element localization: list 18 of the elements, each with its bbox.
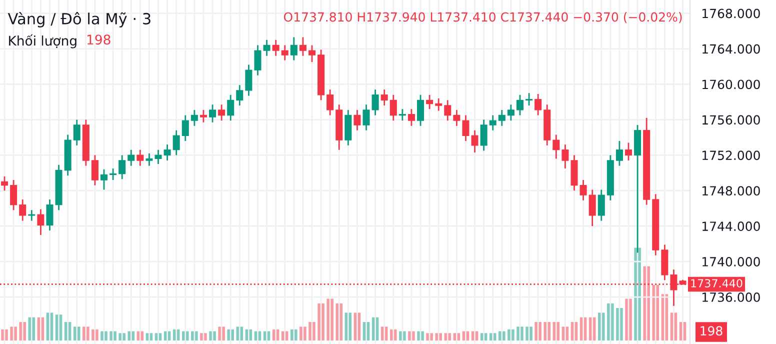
text: 198 (700, 326, 722, 336)
y-tick-label: 1760.000 (702, 80, 760, 90)
y-tick-label: 1764.000 (702, 44, 760, 54)
y-tick-label: 1768.000 (702, 8, 760, 18)
candlestick (308, 44, 316, 63)
y-tick-label: 1756.000 (702, 115, 760, 125)
chart-title: Khối lượng (9, 34, 76, 48)
y-tick-label: 1752.000 (702, 150, 760, 160)
candlestick (200, 109, 207, 124)
y-tick-label: 1744.000 (702, 222, 760, 232)
y-tick-label: 1748.000 (702, 186, 760, 196)
candlestick (28, 209, 36, 222)
annotation: O1737.810 H1737.940 L1737.410 C1737.440 −0.370 (−0.02%) (284, 12, 682, 24)
y-tick-label: 1740.000 (702, 257, 760, 266)
ref-line-label: 1737.440 (691, 279, 742, 288)
text: Vàng / Đô la Mỹ · 3 (8, 12, 150, 28)
annotation: 198 (87, 34, 110, 45)
y-tick-label: 1736.000 (702, 292, 760, 302)
